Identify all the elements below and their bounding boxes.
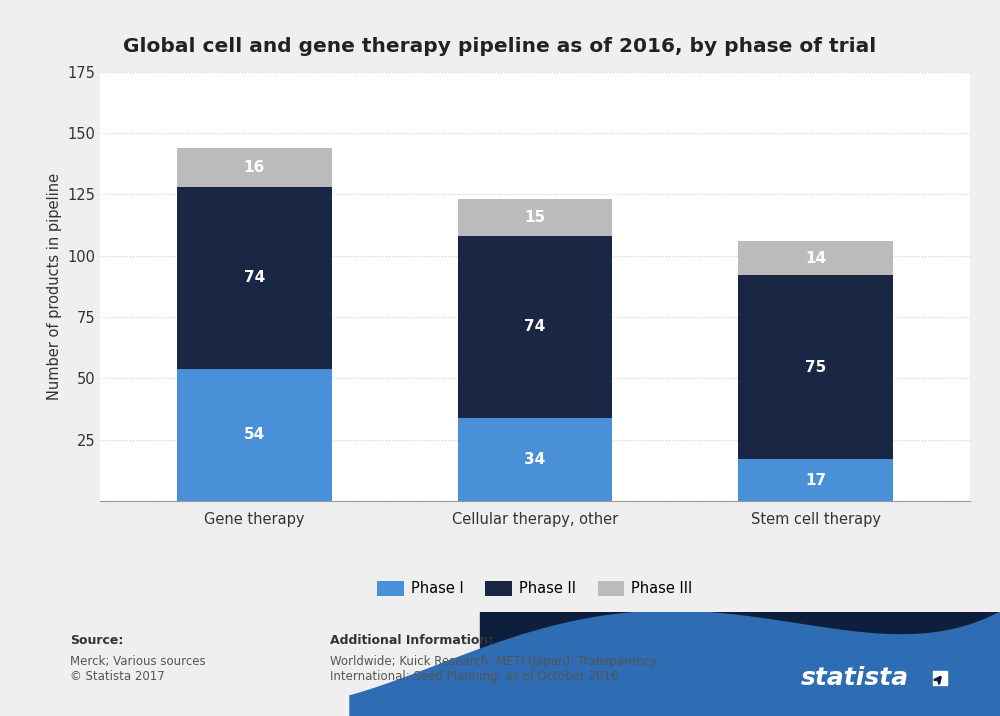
Text: 75: 75 xyxy=(805,360,826,375)
Bar xyxy=(738,276,893,460)
Text: statista: statista xyxy=(801,666,909,690)
Bar xyxy=(738,241,893,276)
Text: Worldwide; Kuick Research; METI (Japan); Transparency
International; Seed Planni: Worldwide; Kuick Research; METI (Japan);… xyxy=(330,655,657,683)
Text: 17: 17 xyxy=(805,473,826,488)
Bar xyxy=(458,199,612,236)
Text: Source:: Source: xyxy=(70,634,123,647)
Text: 54: 54 xyxy=(244,427,265,442)
Text: Additional Information:: Additional Information: xyxy=(330,634,493,647)
Polygon shape xyxy=(480,612,1000,716)
Bar xyxy=(458,417,612,501)
Bar xyxy=(738,460,893,501)
Text: 74: 74 xyxy=(244,271,265,285)
Bar xyxy=(458,236,612,417)
Text: Merck; Various sources
© Statista 2017: Merck; Various sources © Statista 2017 xyxy=(70,655,206,683)
Bar xyxy=(177,369,332,501)
Text: 15: 15 xyxy=(524,211,546,225)
Text: 34: 34 xyxy=(524,452,546,467)
Bar xyxy=(177,147,332,187)
Y-axis label: Number of products in pipeline: Number of products in pipeline xyxy=(47,173,62,400)
Text: 16: 16 xyxy=(244,160,265,175)
Text: 14: 14 xyxy=(805,251,826,266)
Text: Global cell and gene therapy pipeline as of 2016, by phase of trial: Global cell and gene therapy pipeline as… xyxy=(123,37,877,56)
Polygon shape xyxy=(350,612,1000,716)
Bar xyxy=(933,671,947,684)
Text: 74: 74 xyxy=(524,319,546,334)
Legend: Phase I, Phase II, Phase III: Phase I, Phase II, Phase III xyxy=(371,575,699,602)
Bar xyxy=(177,187,332,369)
